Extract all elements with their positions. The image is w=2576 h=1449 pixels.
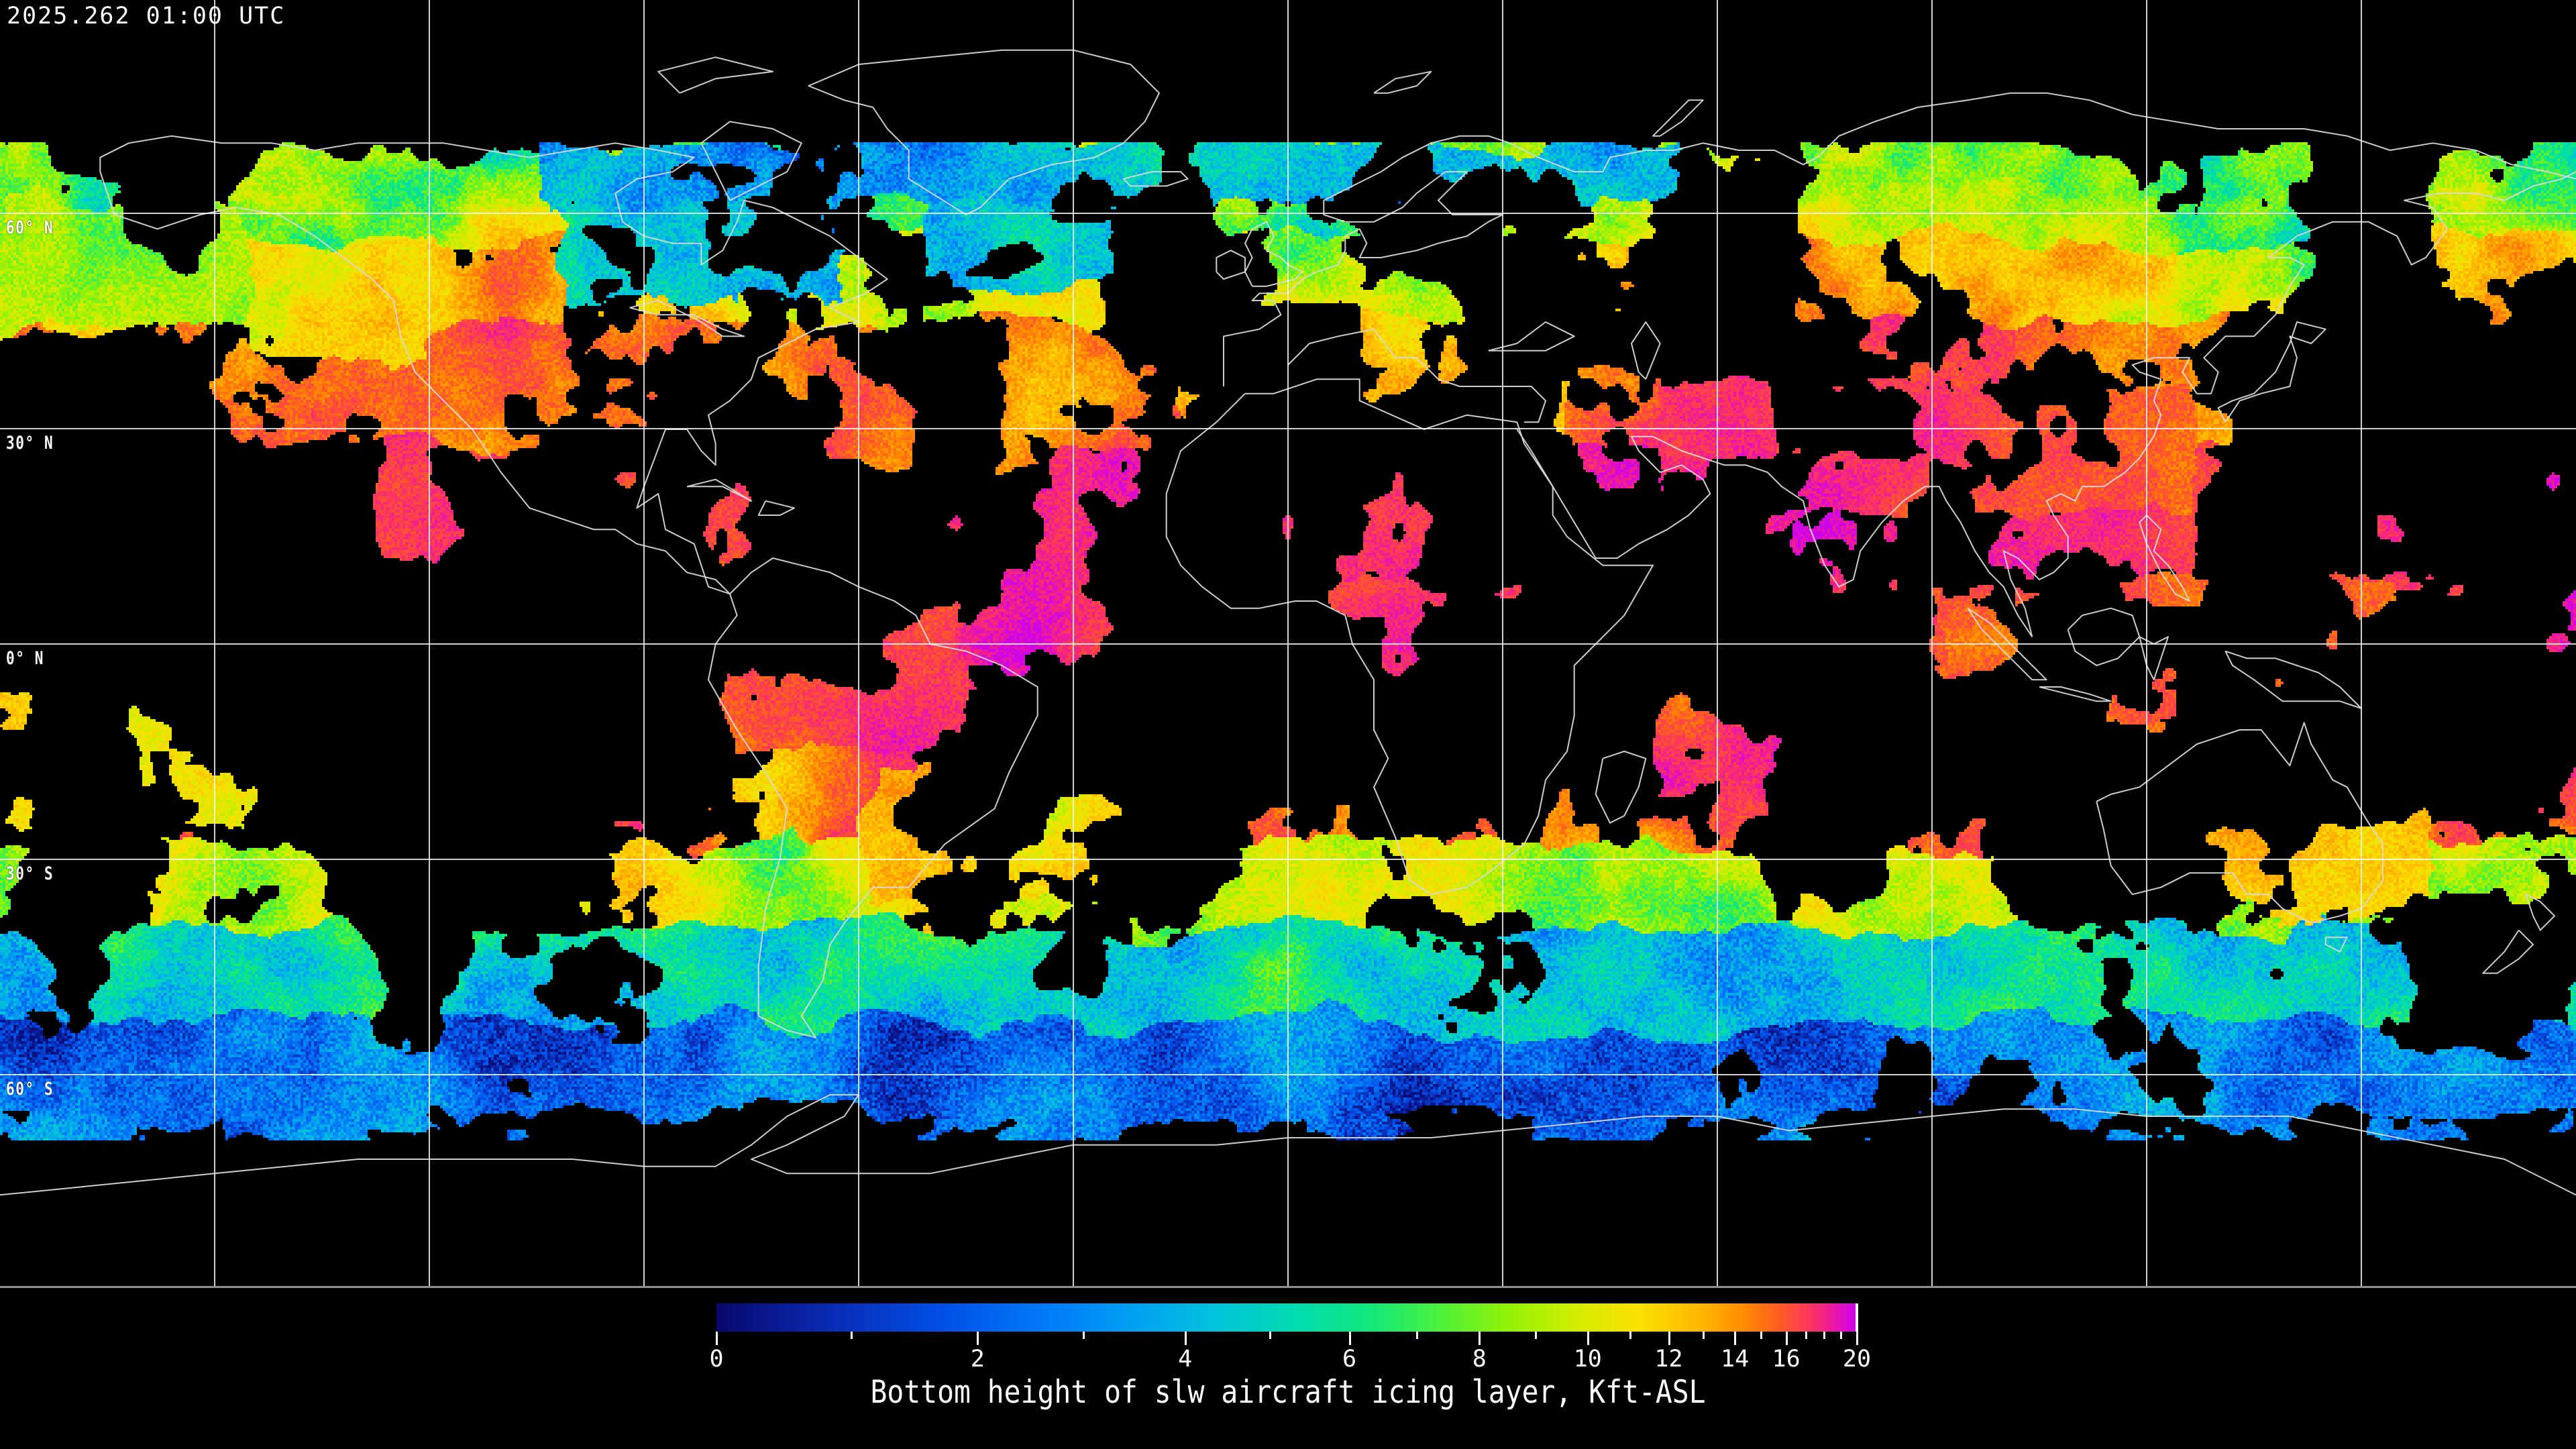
longitude-gridline [1287,0,1289,1286]
colorbar-tick-minor [1629,1332,1631,1339]
timestamp: 2025.262 01:00 UTC [7,3,286,30]
coastline-path [1223,92,2576,386]
latitude-gridline [0,428,2576,429]
colorbar-tick-major [1184,1332,1187,1345]
coastline-path [2067,607,2141,666]
longitude-gridline [2361,0,2362,1286]
longitude-gridline [214,0,215,1286]
latitude-label: 60° S [6,1079,54,1099]
coastline-path [2096,722,2383,924]
colorbar-tick-minor [1534,1332,1537,1339]
coastline-path [700,121,802,201]
colorbar-tick-minor [1823,1332,1825,1339]
coastlines-layer [0,49,2576,1196]
coastline-path [1652,99,1704,137]
longitude-gridline [429,0,430,1286]
latitude-label: 0° N [6,648,44,669]
coastline-path [1373,70,1432,94]
longitude-gridline [1502,0,1503,1286]
colorbar-title: Bottom height of slw aircraft icing laye… [870,1374,1706,1411]
coastline-path [99,135,888,595]
colorbar-tick-label: 4 [1178,1346,1193,1373]
colorbar-tick-label: 14 [1721,1346,1750,1373]
colorbar-tick-major [1479,1332,1481,1345]
colorbar-tick-minor [1269,1332,1271,1339]
colorbar-tick-major [1668,1332,1670,1345]
coastline-path [2525,894,2555,931]
longitude-gridline [1717,0,1718,1286]
colorbar-tick-major [1348,1332,1351,1345]
coastline-path [757,500,795,516]
colorbar-tick-major [1856,1332,1858,1345]
coastline-path [1488,321,1575,352]
colorbar-tick-major [977,1332,979,1345]
colorbar-tick-label: 6 [1342,1346,1357,1373]
coastline-path [686,478,752,502]
latitude-label: 30° S [6,863,54,884]
coastline-path [2039,686,2112,702]
latitude-gridline [0,1074,2576,1075]
latitude-label: 30° N [6,433,54,453]
colorbar-tick-major [1587,1332,1589,1345]
colorbar-tick-minor [1840,1332,1843,1339]
latitude-gridline [0,213,2576,214]
map-bottom-border [0,1286,2576,1288]
coastline-path [1244,221,1303,287]
colorbar-tick-minor [1702,1332,1705,1339]
coastline-path [657,56,773,94]
colorbar-tick-major [1785,1332,1788,1345]
longitude-gridline [2146,0,2147,1286]
latitude-label: 60° N [6,217,54,238]
latitude-gridline [0,643,2576,645]
latitude-gridline [0,859,2576,860]
colorbar-endcap [1856,1303,1858,1332]
world-map: 60° N 30° N 0° N 30° S 60° S 2025.262 01:00 … [0,0,2576,1288]
colorbar-tick-minor [1760,1332,1763,1339]
coastline-path [708,557,1038,1038]
colorbar-tick-minor [850,1332,853,1339]
colorbar-tick-minor [1805,1332,1807,1339]
longitude-gridline [858,0,859,1286]
coastline-path [629,300,745,337]
colorbar-gradient [716,1303,1858,1332]
colorbar-tick-label: 2 [970,1346,985,1373]
coastline-path [1287,328,1546,423]
colorbar-tick-minor [1083,1332,1085,1339]
colorbar-tick-minor [1415,1332,1418,1339]
coastline-path [0,1094,2576,1196]
coastline-path [2324,936,2348,953]
coastline-path [1631,321,1661,380]
longitude-gridline [1073,0,1074,1286]
coastline-path [1967,607,2047,681]
coastline-path [2482,929,2534,974]
coastline-path [2217,321,2326,423]
coastline-path [2224,650,2362,709]
colorbar-tick-major [716,1332,718,1345]
longitude-gridline [643,0,645,1286]
colorbar-tick-label: 10 [1573,1346,1602,1373]
colorbar-tick-label: 16 [1772,1346,1801,1373]
coastline-path [1122,171,1189,187]
colorbar-tick-major [1734,1332,1737,1345]
colorbar-tick-label: 8 [1472,1346,1487,1373]
coastline-path [1216,250,1246,280]
coastline-path [2002,171,2576,637]
coastline-path [1165,378,1654,896]
colorbar-tick-label: 12 [1654,1346,1683,1373]
colorbar-tick-label: 0 [709,1346,724,1373]
colorbar-tick-label: 20 [1842,1346,1872,1373]
coastline-path [2139,515,2190,602]
coastline-path [808,49,1160,215]
longitude-gridline [1931,0,1933,1286]
coastline-path [1595,751,1647,824]
coastline-path [1516,429,2033,637]
